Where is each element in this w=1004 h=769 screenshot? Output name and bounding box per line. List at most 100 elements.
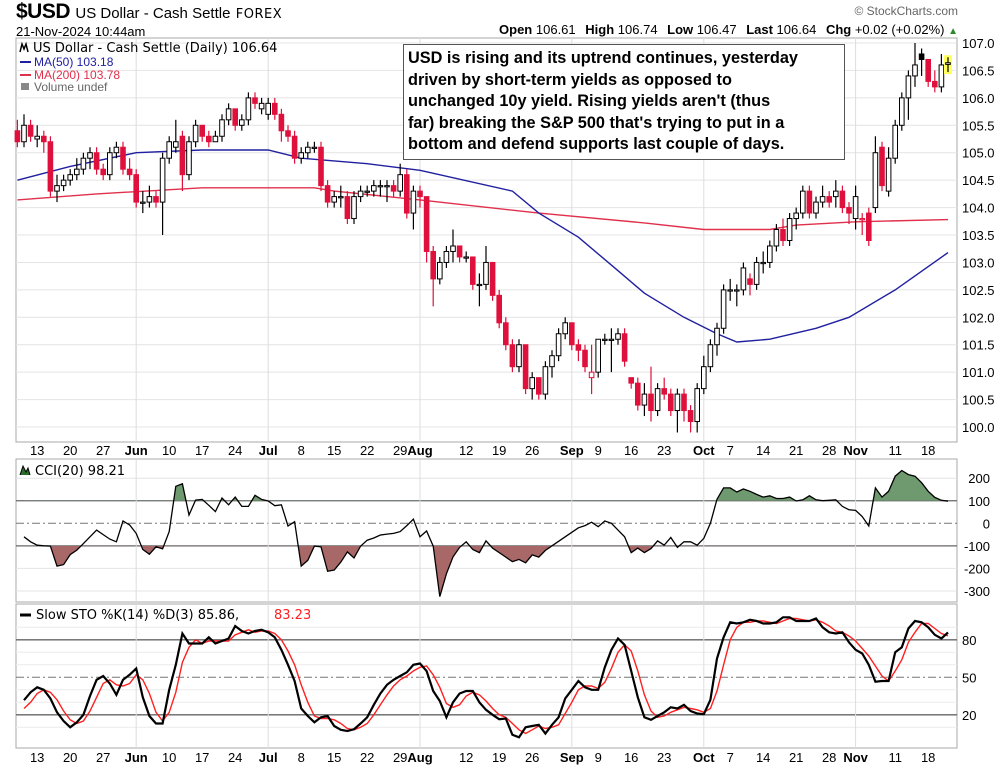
- x-axis-label: 21: [789, 443, 803, 458]
- candle-body: [793, 212, 800, 220]
- candle-body: [450, 245, 456, 252]
- candle: [780, 218, 786, 246]
- x-axis-label: 13: [30, 443, 44, 458]
- candle: [714, 322, 720, 356]
- candle: [404, 169, 410, 219]
- candle: [232, 108, 238, 131]
- last-label: Last: [746, 22, 773, 37]
- candle: [93, 147, 100, 175]
- candle: [661, 377, 668, 400]
- candle: [483, 245, 489, 290]
- candle-body: [232, 108, 238, 126]
- candle: [806, 185, 813, 219]
- candle-body: [654, 388, 661, 412]
- candle: [27, 119, 34, 142]
- candle-body: [265, 102, 271, 115]
- candle: [833, 180, 839, 208]
- high-value: 106.74: [617, 22, 658, 37]
- candle-body: [437, 261, 443, 280]
- candle: [476, 273, 483, 307]
- candle-body: [899, 97, 905, 126]
- candle: [608, 328, 615, 373]
- candle: [839, 185, 846, 214]
- candle-body: [219, 119, 225, 137]
- candle-body: [476, 283, 483, 287]
- candle-body: [516, 344, 522, 368]
- candle-body: [720, 289, 727, 329]
- candle-body: [635, 382, 641, 406]
- price-axis-label: 106.5: [962, 63, 995, 78]
- candle: [694, 383, 701, 433]
- price-axis-label: 103.5: [962, 228, 995, 243]
- last-value: 106.64: [776, 22, 817, 37]
- cci-axis-label: 0: [983, 516, 990, 531]
- candle: [126, 158, 133, 181]
- candle: [305, 141, 311, 159]
- candle: [866, 207, 872, 246]
- candle-body: [93, 152, 100, 170]
- candle: [212, 130, 219, 143]
- candle-body: [186, 141, 192, 176]
- candle: [338, 185, 344, 208]
- candle: [450, 229, 456, 263]
- candle: [753, 256, 760, 290]
- stoch-legend-d: 83.23: [274, 608, 311, 623]
- candle-body: [146, 196, 153, 203]
- candle: [773, 224, 780, 252]
- candle-body: [694, 388, 701, 423]
- candle: [397, 163, 403, 197]
- candle-body: [278, 113, 285, 132]
- price-axis-label: 101.5: [962, 338, 995, 353]
- cci-axis-label: 100: [968, 494, 990, 509]
- candle-body: [67, 174, 74, 181]
- candle: [298, 147, 304, 164]
- candle-body: [912, 64, 918, 77]
- price-axis-label: 104.0: [962, 201, 995, 216]
- candle: [938, 53, 945, 93]
- candle-body: [668, 393, 674, 412]
- candle-body: [621, 333, 628, 362]
- price-axis-label: 107.0: [962, 36, 995, 51]
- candle: [430, 245, 436, 307]
- symbol-name: US Dollar - Cash Settle: [75, 5, 231, 22]
- candle-body: [833, 190, 839, 198]
- x-axis-label: 27: [96, 443, 110, 458]
- change-value: +0.02 (+0.02%): [854, 22, 945, 37]
- candle-body: [192, 124, 199, 143]
- candle: [311, 141, 318, 153]
- candle-body: [390, 185, 397, 192]
- candle-body: [239, 119, 245, 126]
- low-value: 106.47: [696, 22, 737, 37]
- candle-body: [641, 393, 648, 406]
- candle: [344, 191, 351, 225]
- candle: [588, 344, 595, 395]
- x-axis-label: 15: [327, 750, 341, 765]
- annotation-box: USD is rising and its uptrend continues,…: [403, 44, 845, 160]
- candle: [324, 180, 331, 208]
- candle-body: [780, 229, 786, 241]
- candle: [390, 180, 397, 197]
- x-axis-label: 10: [162, 750, 176, 765]
- volume-icon: [21, 83, 29, 90]
- candle: [932, 70, 938, 93]
- x-axis-label: Jul: [259, 443, 278, 458]
- candle-body: [542, 366, 549, 395]
- candle-body: [159, 157, 166, 203]
- candle-body: [925, 58, 932, 82]
- candle-body: [417, 190, 423, 198]
- x-axis-label: 28: [822, 443, 836, 458]
- candle: [364, 185, 370, 197]
- candle: [120, 141, 126, 175]
- candle-body: [324, 185, 331, 203]
- candle-body: [120, 146, 126, 170]
- candle: [516, 339, 522, 373]
- candle-body: [555, 333, 562, 357]
- x-axis-label: Jul: [259, 750, 278, 765]
- exchange: FOREX: [235, 7, 283, 22]
- candle: [674, 388, 681, 433]
- candle: [496, 289, 502, 329]
- candle-body: [905, 75, 912, 99]
- candle: [384, 180, 390, 203]
- candle: [522, 344, 529, 395]
- candle-body: [529, 377, 536, 390]
